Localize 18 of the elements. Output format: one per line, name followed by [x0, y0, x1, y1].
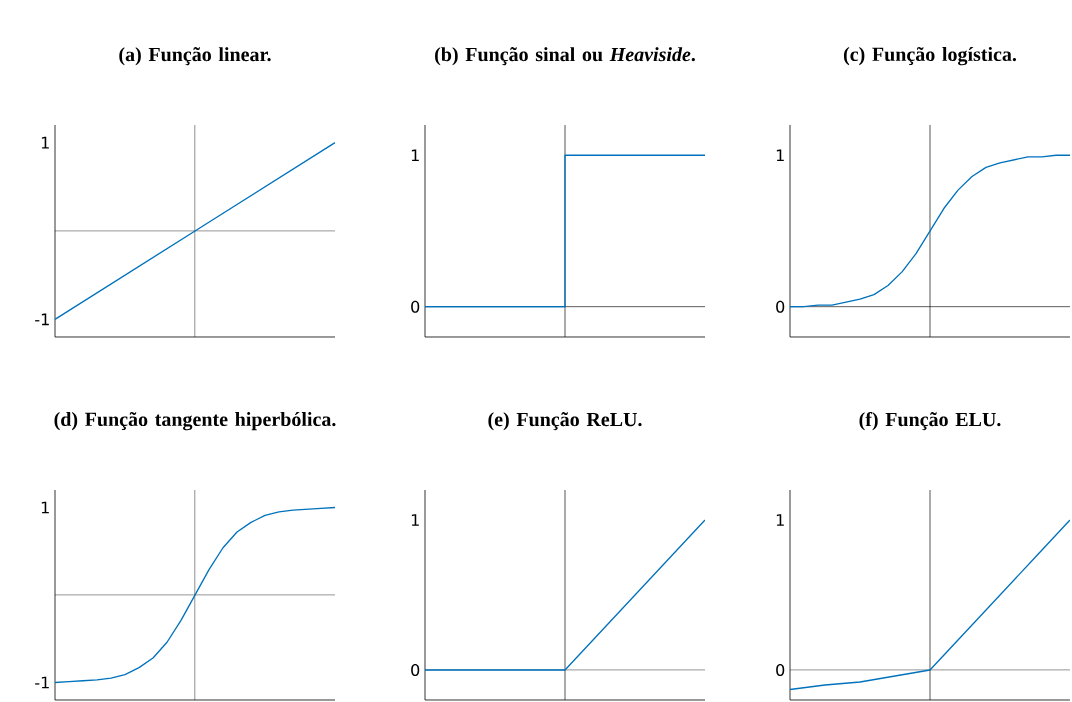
y-tick-label: 0: [776, 663, 785, 677]
y-tick-label: 0: [411, 663, 420, 677]
y-tick-label: 1: [776, 514, 784, 526]
y-tick-label: 1: [776, 149, 784, 162]
chart-title: (e) Função ReLU.: [488, 412, 642, 431]
y-tick-label: -1: [35, 676, 49, 689]
y-tick-label: 0: [411, 300, 420, 313]
chart-title: (b) Função sinal ou Heaviside.: [435, 47, 695, 66]
y-tick-label: 0: [776, 300, 785, 313]
chart-title: (d) Função tangente hiperbólica.: [54, 411, 336, 431]
chart-title: (a) Função linear.: [119, 47, 271, 66]
y-tick-label: 1: [411, 149, 419, 162]
y-tick-label: -1: [35, 313, 49, 326]
chart-title: (f) Função ELU.: [859, 411, 1001, 431]
chart-title: (c) Função logística.: [843, 46, 1017, 66]
y-tick-label: 1: [41, 136, 49, 149]
y-tick-label: 1: [411, 514, 419, 526]
y-tick-label: 1: [41, 501, 49, 514]
